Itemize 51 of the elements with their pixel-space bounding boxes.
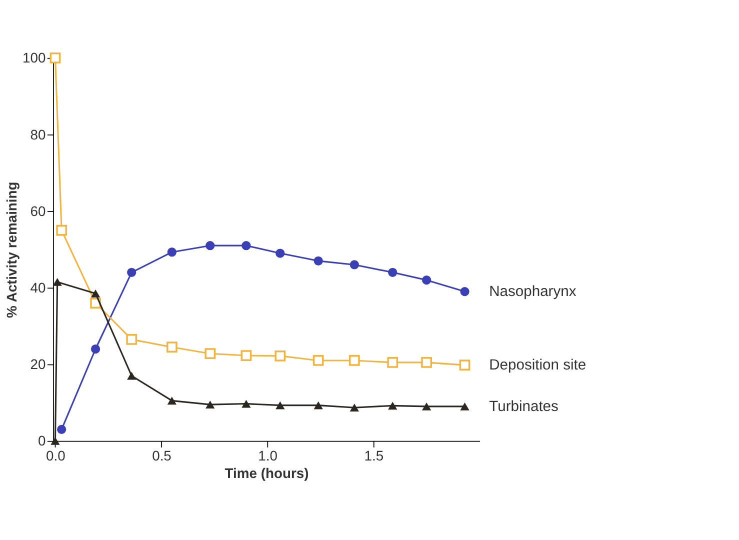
point bbox=[276, 401, 285, 410]
point bbox=[276, 248, 285, 258]
point bbox=[126, 334, 138, 345]
y-tick-label: 100 bbox=[22, 50, 46, 66]
point bbox=[422, 402, 432, 410]
point bbox=[242, 400, 251, 408]
point bbox=[314, 401, 323, 410]
point bbox=[56, 224, 68, 236]
y-tick-label: 60 bbox=[30, 202, 46, 219]
point bbox=[52, 278, 62, 286]
point bbox=[240, 350, 252, 361]
point bbox=[204, 348, 216, 360]
y-tick-label: 40 bbox=[30, 280, 46, 296]
point bbox=[90, 290, 100, 298]
y-axis-title: % Activity remaining bbox=[3, 182, 20, 318]
point bbox=[348, 355, 360, 366]
point bbox=[57, 424, 66, 434]
point bbox=[127, 268, 136, 277]
point bbox=[312, 355, 324, 366]
point bbox=[90, 344, 100, 354]
point bbox=[314, 256, 323, 266]
x-tick-label: 0.5 bbox=[152, 448, 172, 464]
point bbox=[460, 287, 470, 296]
point bbox=[50, 52, 61, 64]
point bbox=[167, 248, 176, 257]
point bbox=[422, 276, 432, 285]
x-tick-label: 0.0 bbox=[46, 448, 66, 464]
point bbox=[167, 396, 176, 405]
series-label: Nasopharynx bbox=[489, 284, 577, 300]
y-tick-label: 80 bbox=[30, 126, 46, 142]
series-label: Turbinates bbox=[489, 398, 558, 415]
y-tick-label: 20 bbox=[30, 356, 46, 372]
x-axis-title: Time (hours) bbox=[224, 464, 309, 481]
y-tick-label: 0 bbox=[38, 432, 46, 449]
point bbox=[387, 356, 398, 368]
x-tick-label: 1.5 bbox=[364, 448, 384, 464]
point bbox=[350, 260, 359, 270]
point bbox=[274, 350, 286, 362]
x-tick-label: 1.0 bbox=[258, 448, 278, 464]
point bbox=[127, 372, 136, 380]
point bbox=[242, 241, 251, 250]
point bbox=[350, 404, 359, 412]
point bbox=[206, 400, 215, 408]
point bbox=[460, 402, 470, 410]
point bbox=[421, 356, 432, 368]
series-label: Deposition site bbox=[489, 357, 586, 374]
point bbox=[388, 268, 398, 277]
point bbox=[206, 241, 215, 250]
point bbox=[459, 360, 470, 371]
point bbox=[388, 402, 398, 410]
point bbox=[166, 342, 178, 353]
